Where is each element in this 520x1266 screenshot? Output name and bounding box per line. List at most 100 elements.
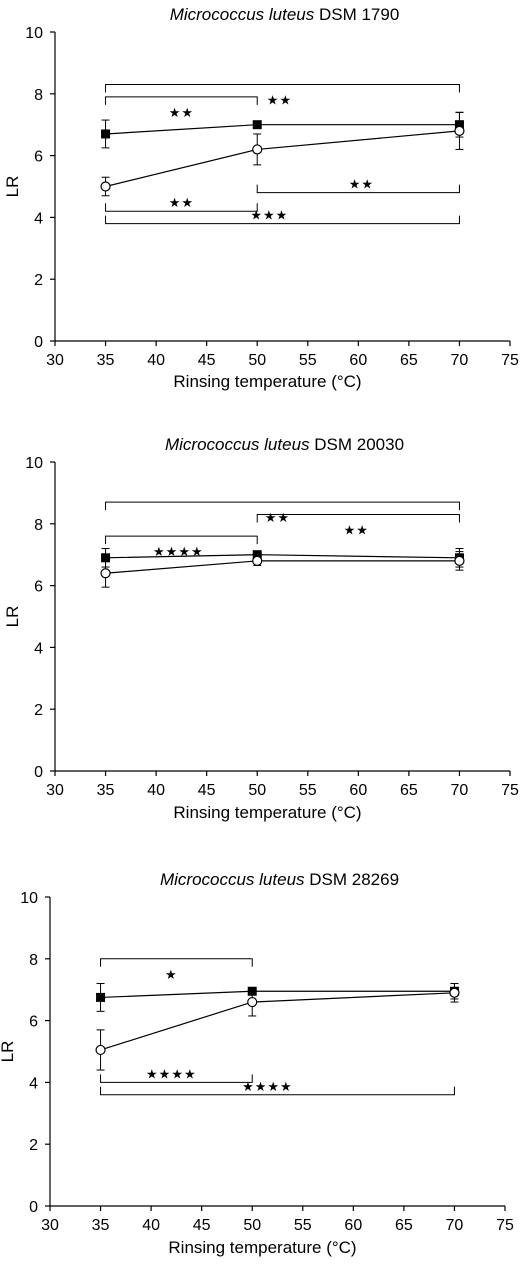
significance-stars: ★★ (344, 523, 369, 538)
chart-title-strain: DSM 28269 (305, 870, 400, 889)
x-tick-label: 40 (147, 352, 165, 369)
x-tick-label: 65 (400, 352, 418, 369)
x-tick-label: 60 (349, 352, 367, 369)
y-tick-label: 2 (34, 272, 43, 289)
y-tick-label: 10 (20, 890, 38, 907)
y-tick-label: 8 (34, 87, 43, 104)
x-tick-label: 55 (299, 352, 317, 369)
x-tick-label: 50 (248, 782, 266, 799)
data-point-square (252, 550, 262, 560)
chart-title: Micrococcus luteus DSM 20030 (165, 435, 404, 454)
x-tick-label: 60 (349, 782, 367, 799)
x-tick-label: 75 (501, 352, 519, 369)
significance-stars: ★★ (349, 177, 374, 192)
x-tick-label: 65 (400, 782, 418, 799)
data-point-circle (100, 568, 111, 579)
significance-bracket (105, 84, 460, 93)
significance-bracket (256, 514, 460, 523)
y-tick-label: 8 (29, 952, 38, 969)
data-point-square (252, 120, 262, 130)
significance-stars: ★★★ (250, 208, 288, 223)
y-tick-label: 6 (29, 1014, 38, 1031)
x-tick-label: 75 (496, 1217, 514, 1234)
x-tick-label: 30 (46, 352, 64, 369)
data-point-square (101, 129, 111, 139)
significance-stars: ★★ (169, 105, 194, 120)
data-point-square (101, 553, 111, 563)
y-tick-label: 8 (34, 517, 43, 534)
significance-stars: ★★ (267, 93, 292, 108)
x-tick-label: 55 (299, 782, 317, 799)
data-point-circle (247, 996, 258, 1008)
chart-title-species: Micrococcus luteus (160, 870, 305, 889)
significance-stars: ★★ (169, 195, 194, 210)
significance-stars: ★★★★ (242, 1079, 293, 1094)
chart-title: Micrococcus luteus DSM 28269 (160, 870, 399, 889)
y-tick-label: 2 (34, 702, 43, 719)
significance-bracket (105, 535, 258, 545)
significance-bracket (256, 184, 460, 194)
y-tick-label: 2 (29, 1137, 38, 1154)
chart-title-strain: DSM 1790 (314, 5, 399, 24)
data-point-circle (449, 987, 460, 998)
data-point-circle (100, 181, 111, 192)
y-tick-label: 4 (34, 210, 43, 227)
chart-panel-3: Micrococcus luteus DSM 28269 30 35 40 45 50 55… (0, 870, 514, 1257)
significance-bracket (100, 1086, 455, 1096)
y-tick-label: 4 (29, 1075, 38, 1092)
data-point-circle (454, 555, 465, 566)
x-tick-label: 30 (46, 782, 64, 799)
chart-title-species: Micrococcus luteus (170, 5, 315, 24)
y-axis-label: LR (3, 176, 22, 198)
x-tick-label: 35 (97, 352, 115, 369)
x-tick-label: 40 (147, 782, 165, 799)
x-axis-label: Rinsing temperature (°C) (173, 372, 361, 391)
x-tick-label: 45 (193, 1217, 211, 1234)
y-axis-label: LR (0, 1041, 17, 1063)
significance-bracket (100, 1074, 253, 1083)
y-tick-label: 4 (34, 640, 43, 657)
significance-stars: ★★★★ (153, 544, 204, 559)
x-axis-label: Rinsing temperature (°C) (173, 803, 361, 822)
x-tick-label: 50 (243, 1217, 261, 1234)
x-tick-label: 30 (41, 1217, 59, 1234)
x-tick-label: 50 (248, 352, 266, 369)
significance-bracket (105, 215, 460, 225)
significance-stars: ★★★★ (146, 1066, 197, 1081)
x-tick-label: 75 (501, 782, 519, 799)
x-tick-label: 60 (344, 1217, 362, 1234)
x-tick-label: 70 (451, 352, 469, 369)
data-point-circle (454, 125, 465, 136)
significance-bracket (100, 958, 253, 967)
data-point-square (96, 992, 106, 1002)
y-tick-label: 0 (34, 334, 43, 351)
data-point-circle (95, 1044, 106, 1056)
y-tick-label: 6 (34, 149, 43, 166)
x-tick-label: 35 (92, 1217, 110, 1234)
significance-bracket (105, 96, 258, 105)
y-axis-label: LR (3, 606, 22, 628)
data-point-circle (252, 144, 263, 155)
series-line (105, 130, 460, 188)
x-tick-label: 55 (294, 1217, 312, 1234)
chart-title: Micrococcus luteus DSM 1790 (170, 5, 400, 24)
significance-stars: ★★ (265, 510, 290, 525)
series-line (100, 990, 455, 999)
series-line (100, 992, 455, 1051)
y-tick-label: 10 (25, 455, 43, 472)
x-tick-label: 45 (198, 782, 216, 799)
x-tick-label: 70 (451, 782, 469, 799)
y-tick-label: 6 (34, 579, 43, 596)
series-line (105, 560, 460, 574)
chart-title-species: Micrococcus luteus (165, 435, 310, 454)
y-tick-label: 0 (34, 764, 43, 781)
x-axis-label: Rinsing temperature (°C) (168, 1238, 356, 1257)
x-tick-label: 45 (198, 352, 216, 369)
x-tick-label: 40 (142, 1217, 160, 1234)
significance-bracket (105, 501, 460, 511)
chart-title-strain: DSM 20030 (310, 435, 405, 454)
x-tick-label: 65 (395, 1217, 413, 1234)
